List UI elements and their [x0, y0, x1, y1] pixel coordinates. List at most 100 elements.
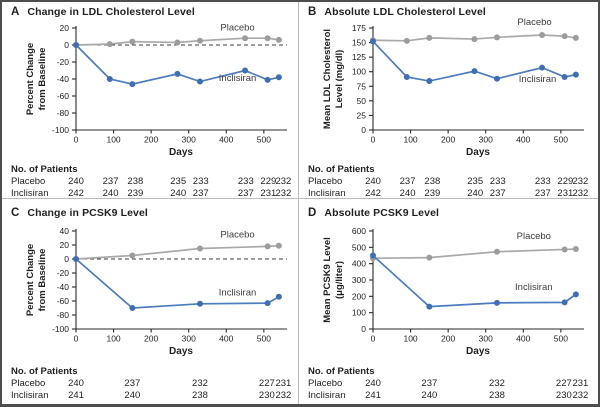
y-tick-label: 125: [352, 52, 366, 62]
x-tick-label: 0: [371, 135, 376, 145]
x-tick-label: 500: [257, 135, 271, 145]
row-label: Inclisiran: [308, 390, 346, 401]
patient-count: 232: [275, 390, 292, 401]
series-line-placebo: [75, 37, 280, 46]
patient-count: 240: [102, 188, 119, 199]
y-tick-label: -40: [57, 74, 70, 84]
patient-count: 229: [557, 176, 574, 187]
x-tick-label: 200: [144, 334, 158, 344]
x-axis-label: Days: [466, 147, 490, 158]
patient-count: 240: [421, 390, 438, 401]
y-axis-label: Percent Changefrom Baseline: [25, 244, 48, 316]
data-point-inclisiran: [539, 64, 546, 71]
patient-count: 241: [68, 390, 84, 401]
y-tick-label: 600: [352, 226, 366, 236]
data-point-placebo: [572, 245, 579, 252]
y-tick-label: 300: [352, 275, 366, 285]
data-point-placebo: [275, 36, 282, 43]
patient-count: 235: [170, 176, 187, 187]
data-point-inclisiran: [561, 73, 568, 80]
data-point-inclisiran: [561, 299, 568, 306]
data-point-inclisiran: [403, 73, 410, 80]
series-label-inclisiran: Inclisiran: [219, 287, 257, 298]
patient-count: 237: [102, 176, 119, 187]
patient-count: 239: [127, 188, 144, 199]
patient-count: 227: [555, 378, 572, 389]
panel-letter: D: [308, 207, 317, 219]
y-tick-label: -80: [57, 310, 70, 320]
patients-header: No. of Patients: [308, 164, 375, 175]
panel-divider-horizontal: [2, 198, 598, 199]
y-tick-label: 0: [64, 254, 69, 264]
data-point-placebo: [426, 34, 433, 41]
patient-count: 240: [365, 176, 381, 187]
row-label: Placebo: [11, 378, 46, 389]
row-label: Inclisiran: [11, 188, 49, 199]
data-point-inclisiran: [370, 38, 376, 45]
data-point-placebo: [539, 31, 546, 38]
data-point-inclisiran: [242, 67, 249, 74]
patient-count: 240: [365, 378, 381, 389]
series-label-placebo: Placebo: [517, 17, 551, 28]
patient-count: 233: [192, 176, 209, 187]
panel-letter: C: [11, 207, 20, 219]
patients-header: No. of Patients: [11, 164, 78, 175]
patient-count: 231: [275, 378, 292, 389]
row-label: Placebo: [11, 176, 46, 187]
y-tick-label: 200: [352, 291, 366, 301]
patient-count: 227: [258, 378, 275, 389]
data-point-inclisiran: [426, 303, 433, 310]
data-point-inclisiran: [275, 293, 282, 300]
patient-count: 237: [237, 188, 254, 199]
patient-count: 230: [258, 390, 275, 401]
data-point-placebo: [561, 246, 568, 253]
patient-count: 233: [237, 176, 254, 187]
patient-count: 232: [192, 378, 208, 389]
y-tick-label: 400: [352, 259, 366, 269]
y-tick-label: 500: [352, 242, 366, 252]
x-tick-label: 300: [182, 334, 196, 344]
panel-divider-vertical: [298, 2, 299, 404]
x-axis-label: Days: [466, 346, 490, 357]
patient-count: 240: [399, 188, 416, 199]
y-tick-label: -20: [57, 268, 70, 278]
x-tick-label: 200: [144, 135, 158, 145]
data-point-inclisiran: [196, 300, 203, 307]
x-tick-label: 300: [479, 334, 493, 344]
x-tick-label: 400: [516, 334, 530, 344]
patient-count: 238: [489, 390, 505, 401]
series-label-inclisiran: Inclisiran: [519, 74, 557, 85]
x-tick-label: 100: [106, 135, 120, 145]
series-label-inclisiran: Inclisiran: [219, 73, 257, 84]
x-axis-label: Days: [169, 147, 193, 158]
data-point-placebo: [426, 254, 433, 261]
patient-count: 237: [489, 188, 506, 199]
series-label-placebo: Placebo: [517, 231, 551, 242]
data-point-inclisiran: [73, 42, 79, 48]
patient-count: 240: [68, 378, 84, 389]
patient-count: 233: [534, 176, 551, 187]
data-point-inclisiran: [493, 75, 500, 82]
patient-count: 229: [260, 176, 277, 187]
panel-title: D Absolute PCSK9 Level: [308, 207, 439, 219]
data-point-placebo: [493, 248, 500, 255]
series-line-placebo: [372, 34, 577, 42]
y-tick-label: 0: [361, 324, 366, 334]
patient-count: 240: [124, 390, 141, 401]
patient-count: 237: [399, 176, 416, 187]
series-label-placebo: Placebo: [220, 229, 254, 240]
y-tick-label: 100: [352, 67, 366, 77]
data-point-placebo: [106, 41, 113, 48]
y-tick-label: 0: [64, 40, 69, 50]
patient-count: 240: [170, 188, 187, 199]
data-point-placebo: [264, 243, 271, 250]
panel-c-change-pcsk9: C Change in PCSK9 Level 40 20 0 -20 -40 -60 -80…: [2, 200, 300, 404]
data-point-placebo: [275, 242, 282, 249]
series-line-inclisiran: [75, 44, 280, 85]
x-tick-label: 0: [371, 334, 376, 344]
data-point-placebo: [471, 36, 478, 43]
x-tick-label: 0: [74, 135, 79, 145]
patient-count: 237: [534, 188, 551, 199]
data-point-placebo: [196, 245, 203, 252]
